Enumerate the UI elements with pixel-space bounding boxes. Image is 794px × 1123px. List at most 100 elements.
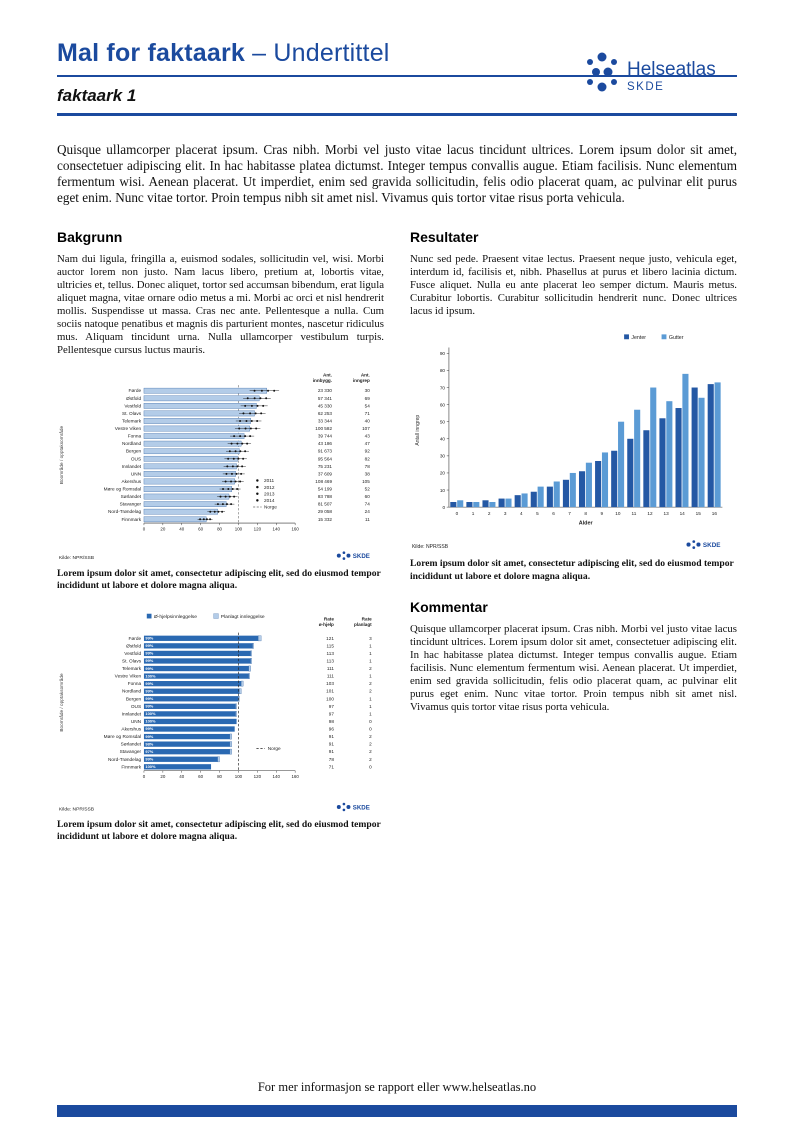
resultater-paragraph: Nunc sed pede. Praesent vitae lectus. Pr… (410, 253, 737, 318)
svg-text:Boområde / opptaksområde: Boområde / opptaksområde (58, 426, 65, 485)
svg-text:Finnmark: Finnmark (121, 517, 141, 523)
svg-text:Alder: Alder (579, 521, 594, 527)
svg-text:1: 1 (369, 711, 372, 716)
svg-text:99%: 99% (145, 756, 153, 761)
svg-text:UNN: UNN (131, 471, 142, 477)
svg-text:2: 2 (369, 734, 372, 739)
svg-text:Jenter: Jenter (631, 335, 646, 341)
svg-text:83 788: 83 788 (318, 494, 333, 499)
svg-text:74: 74 (365, 502, 371, 507)
svg-text:OUS: OUS (131, 704, 141, 710)
svg-text:8: 8 (584, 511, 587, 516)
svg-text:71: 71 (365, 411, 371, 416)
svg-text:29 058: 29 058 (318, 509, 333, 514)
svg-text:60: 60 (440, 403, 446, 408)
svg-text:Norge: Norge (268, 746, 281, 752)
svg-text:Førde: Førde (129, 636, 142, 642)
svg-text:140: 140 (273, 527, 281, 532)
svg-text:Kilde: NPR/SSB: Kilde: NPR/SSB (412, 544, 449, 550)
svg-text:Telemark: Telemark (122, 418, 142, 424)
svg-text:15 332: 15 332 (318, 517, 333, 522)
svg-text:108 469: 108 469 (315, 479, 332, 484)
svg-text:100: 100 (326, 696, 334, 701)
svg-text:20: 20 (160, 774, 165, 779)
right-column: Resultater Nunc sed pede. Praesent vitae… (410, 229, 737, 859)
svg-text:Antall inngrep: Antall inngrep (415, 415, 421, 446)
intro-paragraph: Quisque ullamcorper placerat ipsum. Cras… (57, 142, 737, 205)
svg-text:99%: 99% (145, 643, 153, 648)
svg-text:Bergen: Bergen (126, 449, 142, 455)
svg-text:90: 90 (440, 351, 446, 356)
svg-text:0: 0 (143, 527, 146, 532)
page-title-main: Mal for faktaark (57, 39, 245, 67)
svg-text:4: 4 (520, 511, 523, 516)
svg-text:71: 71 (329, 764, 335, 769)
svg-text:16: 16 (712, 511, 718, 516)
page-title: Mal for faktaark – Undertittel (57, 39, 737, 68)
svg-text:1: 1 (369, 696, 372, 701)
svg-text:50: 50 (440, 420, 446, 425)
svg-text:Stavanger: Stavanger (120, 502, 142, 508)
svg-text:planlagt: planlagt (354, 622, 372, 627)
svg-text:75 231: 75 231 (318, 464, 333, 469)
svg-text:100 582: 100 582 (315, 426, 332, 431)
svg-text:Møre og Romsdal: Møre og Romsdal (104, 487, 142, 493)
svg-text:ø-hjelp: ø-hjelp (319, 622, 334, 627)
svg-text:97: 97 (329, 711, 335, 716)
svg-text:70: 70 (440, 385, 446, 390)
svg-text:Nord-Trøndelag: Nord-Trøndelag (108, 509, 142, 515)
svg-text:Vestre Viken: Vestre Viken (115, 426, 142, 432)
svg-text:Ant.: Ant. (361, 373, 370, 378)
svg-text:99%: 99% (145, 734, 153, 739)
svg-text:52: 52 (365, 487, 371, 492)
svg-text:47: 47 (365, 441, 371, 446)
svg-text:111: 111 (327, 673, 334, 678)
svg-text:Telemark: Telemark (122, 666, 142, 672)
svg-text:43: 43 (365, 434, 371, 439)
header-divider-thick (57, 112, 737, 116)
svg-text:97%: 97% (145, 749, 153, 754)
svg-text:40: 40 (179, 774, 184, 779)
svg-text:2: 2 (369, 681, 372, 686)
svg-text:0: 0 (369, 764, 372, 769)
svg-text:60: 60 (365, 494, 371, 499)
svg-text:91: 91 (329, 749, 335, 754)
svg-text:2: 2 (369, 757, 372, 762)
helseatlas-logo-graphic: Helseatlas SKDE (587, 52, 716, 93)
svg-text:1: 1 (369, 658, 372, 663)
svg-text:13: 13 (664, 511, 670, 516)
svg-text:97: 97 (329, 704, 335, 709)
svg-text:40: 40 (440, 437, 446, 442)
svg-text:140: 140 (273, 774, 281, 779)
svg-text:OUS: OUS (131, 456, 141, 462)
svg-text:2: 2 (369, 741, 372, 746)
footer-info-text: For mer informasjon se rapport eller www… (257, 1080, 537, 1094)
svg-text:43 186: 43 186 (318, 441, 333, 446)
admission-type-chart: Ø-hjelpsinnleggelse Planlagt innleggelse R… (57, 609, 384, 813)
svg-text:120: 120 (254, 527, 262, 532)
figure-rates-by-area: Ant. innbygg. Ant. inngrep Førde 23 330 30 Østf… (57, 369, 384, 593)
svg-text:39 744: 39 744 (318, 434, 333, 439)
svg-text:innbygg.: innbygg. (313, 378, 332, 383)
logo-subtext: SKDE (627, 81, 664, 93)
svg-text:1: 1 (369, 643, 372, 648)
svg-text:99%: 99% (145, 688, 153, 693)
section-heading-resultater: Resultater (410, 229, 479, 246)
svg-text:0: 0 (442, 505, 445, 510)
svg-text:100: 100 (235, 774, 243, 779)
svg-text:5: 5 (536, 511, 539, 516)
svg-text:Rate: Rate (362, 616, 372, 621)
page-title-subtitle: – Undertittel (252, 39, 390, 67)
svg-text:SKDE: SKDE (353, 553, 370, 560)
svg-text:Førde: Førde (129, 388, 142, 394)
svg-text:0: 0 (143, 774, 146, 779)
svg-text:69: 69 (365, 396, 371, 401)
svg-text:0: 0 (456, 511, 459, 516)
svg-text:Fonna: Fonna (128, 434, 142, 440)
logo-dots-icon (587, 52, 617, 92)
svg-text:111: 111 (327, 666, 334, 671)
svg-text:99%: 99% (145, 650, 153, 655)
svg-text:Sørlandet: Sørlandet (121, 494, 142, 500)
svg-text:SKDE: SKDE (703, 542, 721, 549)
